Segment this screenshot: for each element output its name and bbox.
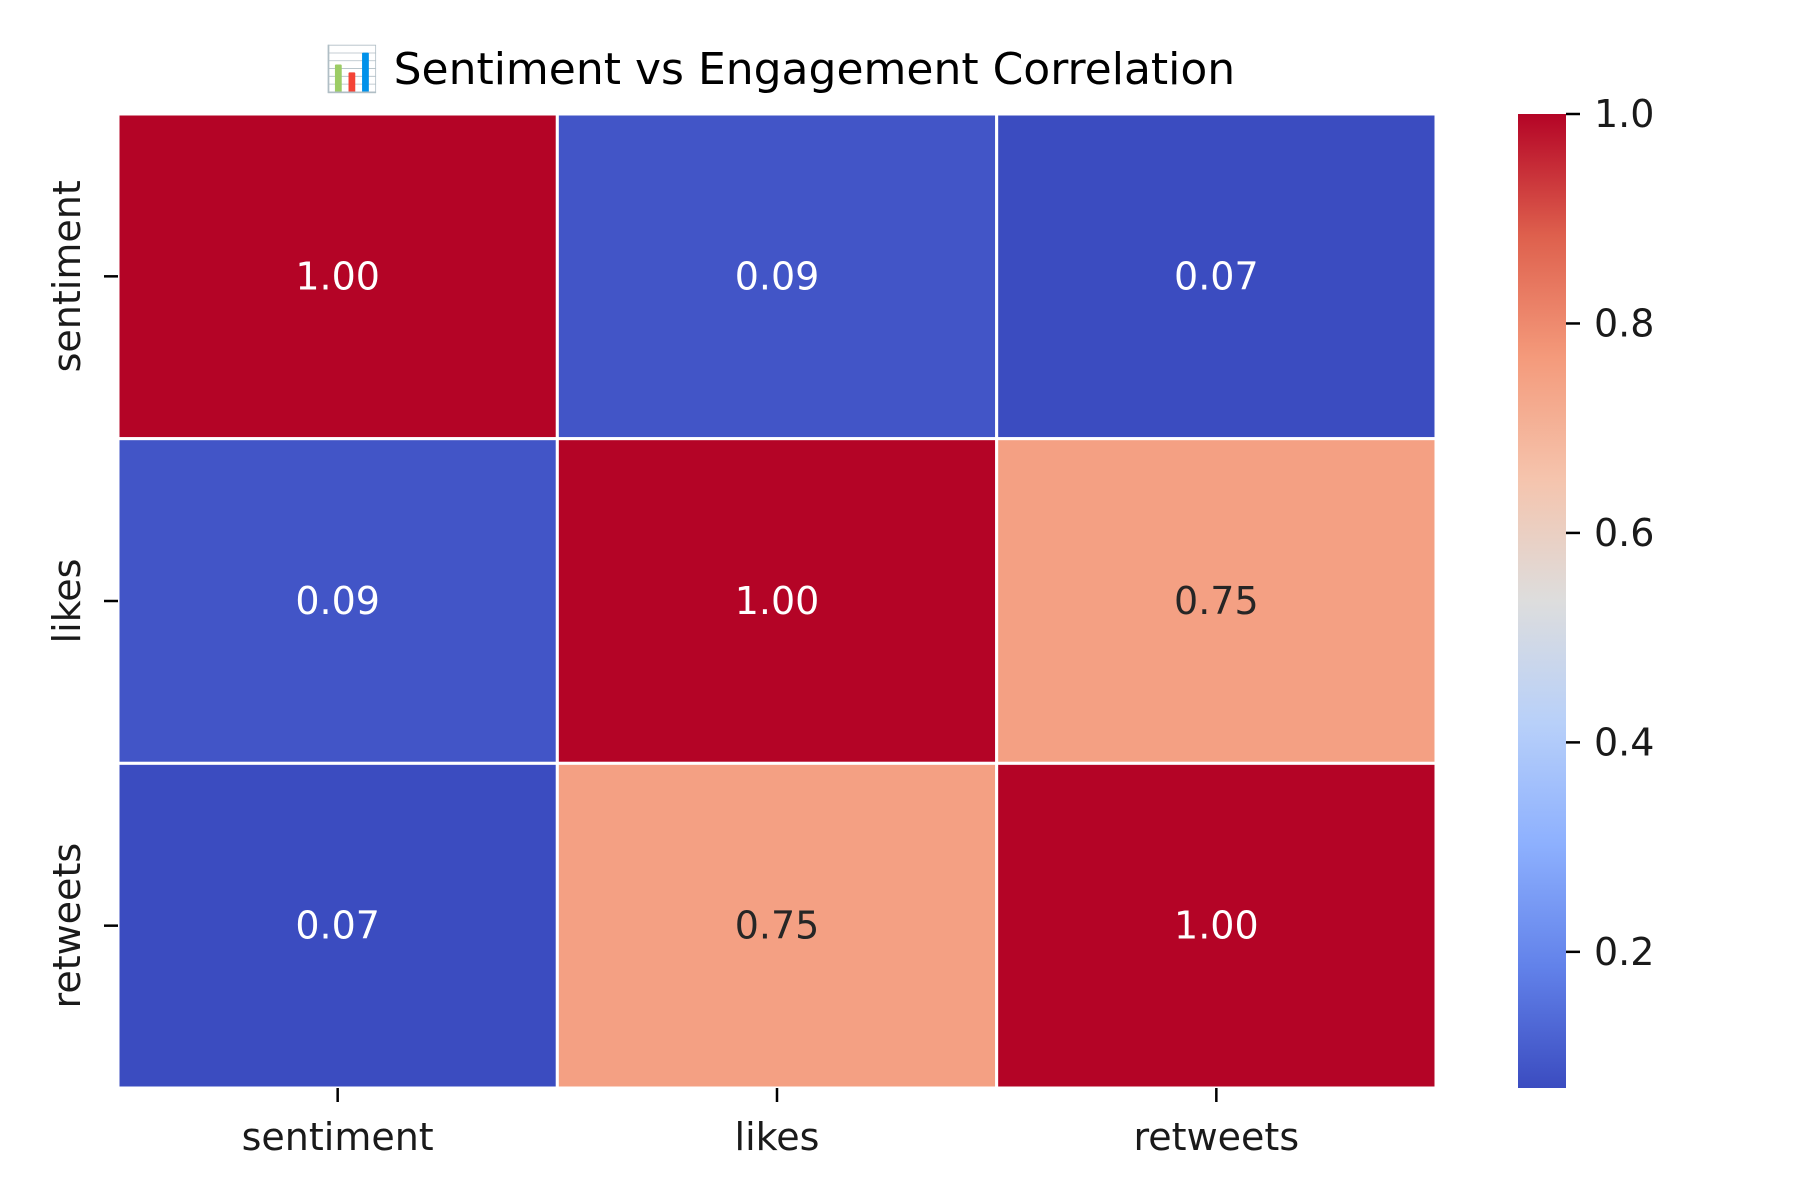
cell-value-label: 0.09 (735, 254, 820, 298)
heatmap-cell-retweets-likes (555, 761, 999, 1090)
column-tick-label: likes (735, 1115, 820, 1159)
heatmap-cell-sentiment-likes (555, 112, 999, 441)
column-tick-label: retweets (1134, 1115, 1300, 1159)
heatmap-cell-likes-likes (555, 437, 999, 765)
colorbar-tick-label: 0.8 (1594, 301, 1654, 345)
cell-value-label: 0.09 (295, 579, 380, 623)
cell-value-label: 0.07 (295, 904, 380, 948)
row-tick-label: likes (45, 559, 89, 644)
cell-value-label: 1.00 (1174, 904, 1259, 948)
cell-value-label: 1.00 (295, 254, 380, 298)
colorbar: 0.2 0.4 0.6 0.8 1.0 (1518, 92, 1654, 1088)
cell-value-label: 1.00 (735, 579, 820, 623)
heatmap-cells (116, 112, 1438, 1090)
heatmap-cell-labels: 1.00 0.09 0.07 0.09 1.00 0.75 0.07 0.75 1.00 (295, 254, 1258, 947)
row-tick-label: sentiment (45, 180, 89, 372)
cell-value-label: 0.75 (1174, 579, 1259, 623)
heatmap-cell-sentiment-retweets (995, 112, 1438, 441)
heatmap-cell-likes-retweets (995, 437, 1438, 765)
heatmap-cell-sentiment-sentiment (116, 112, 559, 441)
chart-title: 📊 Sentiment vs Engagement Correlation (325, 44, 1235, 95)
cell-value-label: 0.07 (1174, 254, 1259, 298)
heatmap-cell-likes-sentiment (116, 437, 559, 765)
column-axis: sentiment likes retweets (242, 1088, 1300, 1159)
row-axis: sentiment likes retweets (45, 180, 118, 1008)
colorbar-tick-label: 0.6 (1594, 511, 1654, 555)
column-tick-label: sentiment (242, 1115, 434, 1159)
colorbar-tick-label: 1.0 (1594, 92, 1654, 136)
colorbar-tick-label: 0.2 (1594, 930, 1654, 974)
colorbar-ticks: 0.2 0.4 0.6 0.8 1.0 (1566, 92, 1654, 974)
row-tick-label: retweets (45, 843, 89, 1009)
colorbar-tick-label: 0.4 (1594, 720, 1654, 764)
colorbar-gradient (1518, 114, 1566, 1088)
cell-value-label: 0.75 (735, 904, 820, 948)
